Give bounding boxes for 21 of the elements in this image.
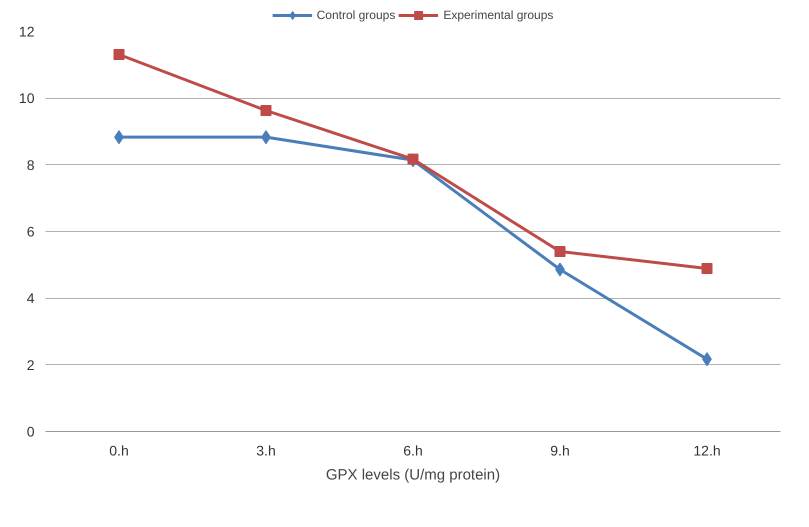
y-tick-label: 12 [18,24,35,40]
x-tick-label: 9.h [550,442,570,458]
x-tick-label: 3.h [256,442,276,458]
legend-label: Experimental groups [443,8,554,22]
y-tick-label: 4 [26,290,35,306]
y-tick-label: 10 [18,90,35,106]
point [555,262,565,276]
y-tick-label: 2 [26,356,35,373]
y-tick-label: 6 [26,224,35,240]
point [408,154,418,165]
point [114,49,124,60]
legend-label: Control groups [316,8,396,22]
x-tick-label: 12.h [693,442,721,458]
x-tick-label: 6.h [403,442,423,458]
x-tick-label: 0.h [109,442,129,458]
point [260,105,272,116]
y-tick-label: 8 [26,156,35,173]
x-axis-title: GPX levels (U/mg protein) [326,466,500,484]
point [554,246,566,257]
point [702,263,712,274]
y-tick-label: 0 [26,424,35,440]
